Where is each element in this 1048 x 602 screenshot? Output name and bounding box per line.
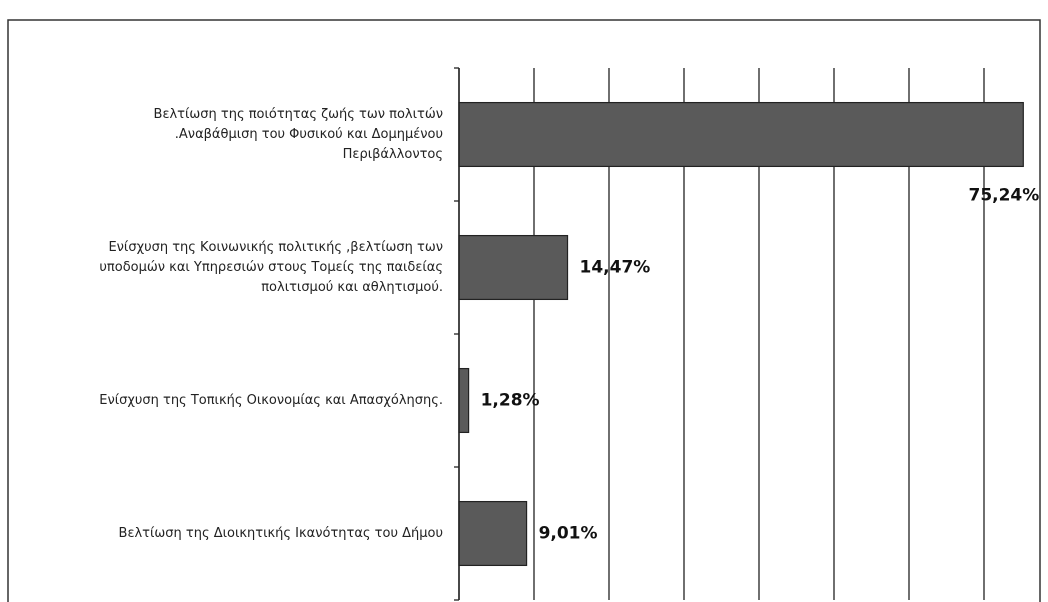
bar: [458, 234, 569, 301]
value-label: 14,47%: [580, 258, 651, 278]
category-label: Ενίσχυση της Κοινωνικής πολιτικής ,βελτί…: [99, 239, 443, 295]
value-label: 1,28%: [481, 391, 540, 411]
category-label: Βελτίωση της Διοικητικής Ικανότητας του …: [118, 525, 443, 541]
bar: [458, 367, 470, 434]
bar: [458, 101, 1024, 168]
bar: [458, 500, 528, 567]
value-label: 75,24%: [968, 186, 1039, 206]
category-label: Ενίσχυση της Τοπικής Οικονομίας και Απασ…: [99, 392, 443, 408]
value-label: 9,01%: [539, 524, 598, 544]
frame: [7, 19, 1041, 602]
category-label: Βελτίωση της ποιότητας ζωής των πολιτών …: [153, 106, 443, 162]
